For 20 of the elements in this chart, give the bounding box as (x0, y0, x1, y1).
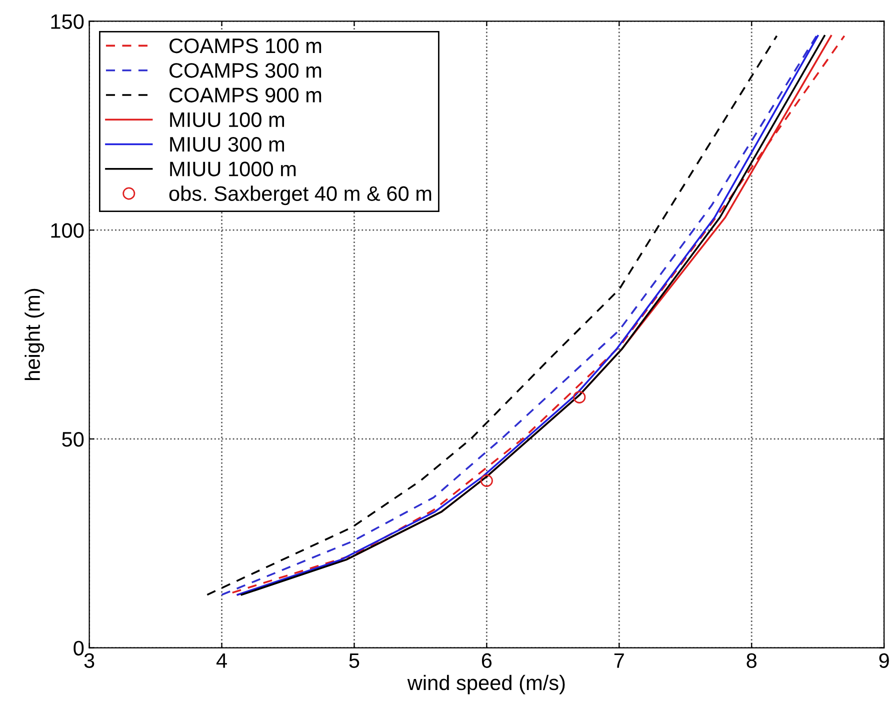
legend-label: COAMPS 300 m (170, 63, 322, 78)
y-tick-label: 0 (74, 640, 84, 656)
legend-label: MIUU 100 m (170, 112, 284, 128)
x-tick-label: 7 (614, 653, 624, 668)
legend-label: MIUU 300 m (170, 136, 284, 152)
legend-label: COAMPS 900 m (170, 88, 322, 102)
y-axis-title: height (m) (24, 288, 44, 380)
x-tick-label: 9 (879, 653, 889, 668)
legend-label: MIUU 1000 m (170, 162, 296, 176)
legend-label: obs. Saxberget 40 m & 60 m (169, 186, 432, 206)
legend-label: COAMPS 100 m (170, 38, 322, 54)
x-tick-label: 5 (349, 653, 360, 668)
x-tick-label: 6 (482, 653, 492, 668)
x-tick-label: 4 (216, 653, 227, 668)
x-tick-label: 8 (746, 653, 756, 668)
x-axis-title: wind speed (m/s) (407, 674, 565, 694)
y-tick-label: 50 (62, 432, 84, 447)
y-tick-label: 100 (51, 223, 84, 238)
x-tick-label: 3 (84, 653, 94, 668)
y-tick-label: 150 (51, 14, 84, 29)
